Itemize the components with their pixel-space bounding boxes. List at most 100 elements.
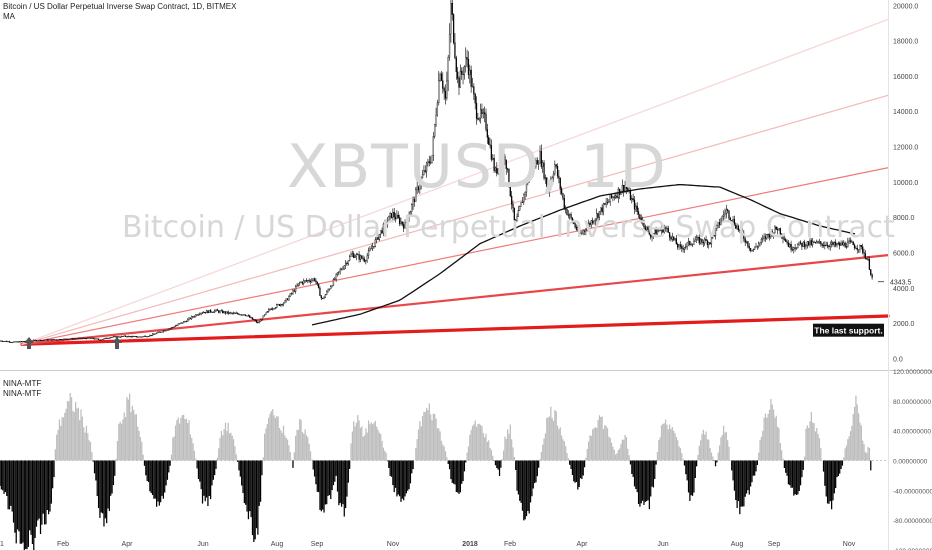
histogram-bar <box>207 460 209 507</box>
histogram-bar <box>492 455 494 461</box>
candle-body <box>574 223 576 228</box>
candle-body <box>417 186 420 190</box>
histogram-bar <box>396 460 398 497</box>
oscillator-title-2[interactable]: NINA-MTF <box>3 389 42 398</box>
candle-body <box>373 246 375 248</box>
candle-body <box>679 244 682 247</box>
candle-body <box>61 339 63 341</box>
histogram-bar <box>743 460 745 507</box>
histogram-bar <box>609 437 611 461</box>
histogram-bar <box>777 426 779 461</box>
candle-body <box>299 282 301 284</box>
candle-body <box>525 183 528 193</box>
histogram-bar <box>388 460 390 468</box>
candle-body <box>547 186 549 192</box>
indicator-label-ma[interactable]: MA <box>3 12 15 21</box>
histogram-bar <box>19 460 21 544</box>
candle-body <box>818 241 821 243</box>
candle-body <box>519 206 521 211</box>
candle-body <box>234 312 236 314</box>
histogram-bar <box>631 460 633 474</box>
histogram-bar <box>601 416 603 461</box>
histogram-bar <box>690 460 692 496</box>
candle-body <box>251 317 254 320</box>
candle-body <box>500 162 502 171</box>
candle-body <box>809 240 811 246</box>
histogram-bar <box>224 422 227 461</box>
histogram-bar <box>597 420 599 461</box>
oscillator-title[interactable]: NINA-MTF <box>3 379 42 388</box>
histogram-bar <box>407 460 409 491</box>
histogram-bar <box>176 420 178 461</box>
histogram-bar <box>828 460 830 504</box>
candle-body <box>687 240 690 244</box>
histogram-bar <box>654 460 656 480</box>
candle-body <box>756 246 758 248</box>
moving-average <box>311 183 856 326</box>
candle-body <box>359 255 362 260</box>
histogram-bar <box>670 429 672 461</box>
histogram-bar <box>825 460 827 497</box>
candle-body <box>484 112 486 115</box>
candle-body <box>223 311 225 314</box>
candle-body <box>559 178 561 189</box>
histogram-bar <box>697 454 699 461</box>
histogram-bar <box>797 460 799 495</box>
histogram-bar <box>528 460 530 514</box>
histogram-bar <box>184 419 186 461</box>
candle-body <box>643 220 645 227</box>
candle-body <box>608 201 610 203</box>
histogram-bar <box>778 428 780 461</box>
histogram-bar <box>7 460 9 510</box>
histogram-bar <box>187 423 189 461</box>
histogram-bar <box>369 424 371 461</box>
trendlines <box>20 18 890 346</box>
watermark-description: Bitcoin / US Dollar Perpetual Inverse Sw… <box>122 210 895 245</box>
candle-body <box>133 336 135 337</box>
histogram-bar <box>786 460 788 476</box>
histogram-bar <box>49 460 51 512</box>
candle-body <box>228 312 231 314</box>
candle-body <box>577 227 579 230</box>
candle-body <box>814 241 817 244</box>
candle-body <box>396 214 398 220</box>
histogram-bar <box>73 412 75 461</box>
candle-body <box>682 248 684 250</box>
candle-body <box>439 73 441 81</box>
time-tick-label: Nov <box>843 541 856 548</box>
price-series <box>0 0 873 343</box>
candle-body <box>640 218 642 223</box>
histogram-bar <box>292 460 294 468</box>
candle-body <box>677 244 679 248</box>
histogram-bar <box>372 424 374 461</box>
candle-body <box>720 220 722 225</box>
candle-body <box>309 281 312 283</box>
histogram-bar <box>272 409 274 461</box>
candle-body <box>397 214 399 218</box>
histogram-bar <box>735 460 737 501</box>
candle-body <box>301 281 304 284</box>
candle-body <box>678 244 680 248</box>
histogram-bar <box>347 460 349 483</box>
candle-body <box>759 242 761 245</box>
histogram-bar <box>257 460 259 535</box>
histogram-bar <box>586 449 588 461</box>
histogram-bar <box>659 437 661 461</box>
histogram-bar <box>83 427 85 461</box>
candle-body <box>45 339 47 341</box>
candle-body <box>19 341 21 343</box>
histogram-bar <box>542 444 544 461</box>
histogram-bar <box>663 423 665 461</box>
histogram-bar <box>66 401 69 461</box>
candle-body <box>550 180 552 188</box>
histogram-bar <box>546 417 548 461</box>
histogram-bar <box>434 413 436 461</box>
histogram-bar <box>481 426 483 461</box>
candle-body <box>768 234 771 238</box>
histogram-bar <box>10 460 12 506</box>
candle-body <box>718 222 721 225</box>
histogram-bar <box>232 439 235 461</box>
candle-body <box>53 339 55 341</box>
histogram-bar <box>488 440 490 461</box>
